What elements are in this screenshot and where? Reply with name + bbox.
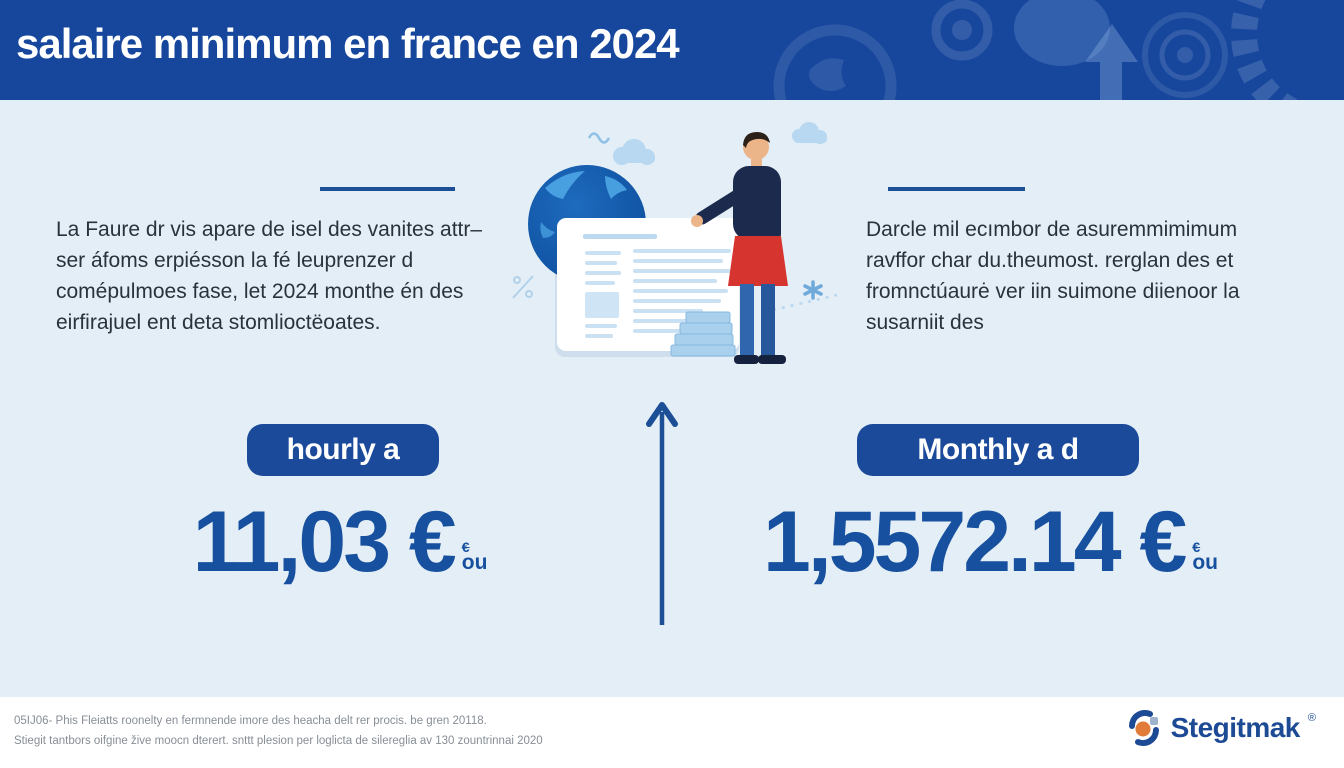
right-description-line: susarniit des: [866, 311, 984, 334]
right-divider-line: [888, 187, 1025, 191]
person-graphic: [691, 132, 788, 364]
registered-trademark-icon: ®: [1307, 712, 1316, 724]
left-description: La Faure dr vis apare de isel des vanite…: [56, 214, 526, 338]
currency-suffix: € ou: [461, 538, 488, 574]
hourly-badge: hourly a: [247, 424, 439, 476]
currency-suffix: € ou: [1192, 538, 1218, 574]
footer-disclaimer-line2: Stiegit tantbors oifgine žive moocn dter…: [14, 735, 543, 747]
hourly-amount-row: 11,03 € € ou: [150, 494, 530, 590]
right-description-line: Darcle mil ecımbor de asuremmimimum: [866, 218, 1238, 241]
left-description-line: eirfirajuel ent deta stomlioctëoates.: [56, 311, 381, 334]
currency-suffix-euro: €: [1192, 538, 1201, 555]
footer-bar: 05IJ06- Phis Fleiatts roonelty en fermne…: [0, 697, 1344, 768]
right-description: Darcle mil ecımbor de asuremmimimum ravf…: [866, 214, 1296, 338]
asterisk-decoration: [803, 280, 823, 300]
cloud-icon: [613, 139, 655, 165]
up-arrow-icon: [646, 402, 678, 625]
left-description-line: La Faure dr vis apare de isel des vanite…: [56, 218, 483, 241]
squiggle-decoration: [587, 132, 611, 144]
monthly-amount-row: 1,5572.14 € € ou: [718, 494, 1263, 590]
percent-decoration: [512, 275, 534, 299]
brand-name: Stegitmak: [1170, 712, 1301, 743]
cloud-icon: [792, 122, 827, 144]
dashed-trail-decoration: [772, 293, 838, 312]
hourly-amount: 11,03 €: [192, 494, 457, 590]
brand-logo: Stegitmak ®: [1125, 709, 1316, 747]
page-title: salaire minimum en france en 2024: [16, 20, 680, 67]
person-with-document-illustration: [512, 122, 838, 364]
brand-logo-icon: [1128, 710, 1159, 746]
monthly-amount: 1,5572.14 €: [763, 494, 1187, 590]
currency-suffix-ou: ou: [461, 550, 488, 574]
right-description-line: ravffor char du.theumost. rerglan des et: [866, 249, 1234, 272]
header-bar: salaire minimum en france en 2024: [0, 0, 1344, 100]
monthly-badge: Monthly a d: [857, 424, 1139, 476]
left-description-line: ser áfoms erpiésson la fé leuprenzer d: [56, 249, 414, 272]
left-divider-line: [320, 187, 455, 191]
currency-suffix-ou: ou: [1192, 550, 1218, 574]
books-stack-graphic: [670, 311, 736, 357]
currency-suffix-euro: €: [461, 538, 470, 555]
right-description-line: fromnctúaurė ver iin suimone diienoor la: [866, 280, 1240, 303]
left-description-line: comépulmoes fase, let 2024 monthe én des: [56, 280, 464, 303]
footer-disclaimer-line1: 05IJ06- Phis Fleiatts roonelty en fermne…: [14, 715, 487, 727]
